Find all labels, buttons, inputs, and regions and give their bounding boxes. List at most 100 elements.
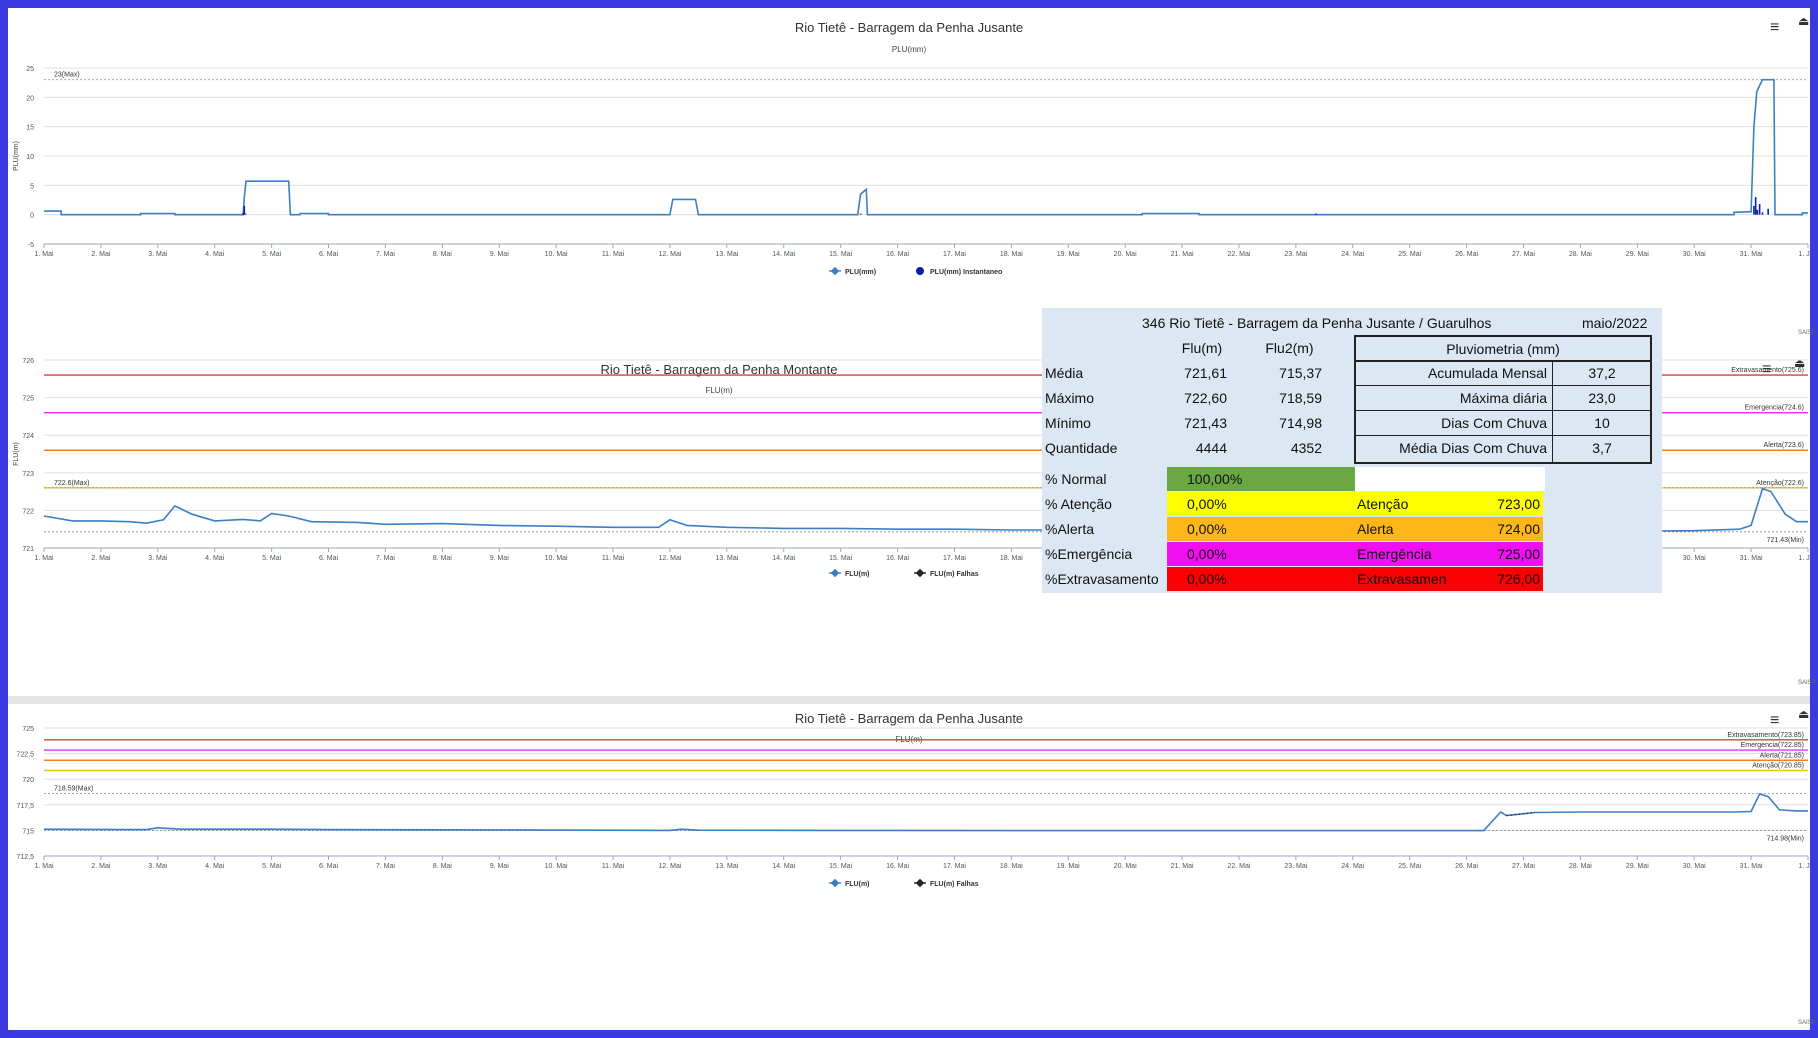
x-tick-label: 21. Mai bbox=[1171, 251, 1194, 258]
x-tick-label: 4. Mai bbox=[205, 555, 225, 562]
stats-flu2-value: 718,59 bbox=[1279, 390, 1322, 406]
x-tick-label: 13. Mai bbox=[715, 863, 738, 870]
stats-level-label: Extravasamen bbox=[1355, 567, 1543, 591]
x-tick-label: 7. Mai bbox=[376, 251, 396, 258]
stats-percent-value: 0,00% bbox=[1167, 517, 1355, 541]
x-tick-label: 6. Mai bbox=[319, 863, 339, 870]
x-tick-label: 2. Mai bbox=[91, 251, 111, 258]
x-tick-label: 17. Mai bbox=[943, 555, 966, 562]
x-tick-label: 29. Mai bbox=[1626, 863, 1649, 870]
legend-label: FLU(m) bbox=[845, 881, 870, 888]
x-tick-label: 30. Mai bbox=[1683, 251, 1706, 258]
stats-row-label: Quantidade bbox=[1045, 440, 1118, 456]
chart-subtitle: PLU(mm) bbox=[891, 45, 927, 54]
pluviometria-divider bbox=[1354, 360, 1652, 362]
panel-divider bbox=[8, 696, 1810, 704]
x-tick-label: 1. Jun bbox=[1798, 251, 1810, 258]
x-tick-label: 16. Mai bbox=[886, 555, 909, 562]
x-tick-label: 9. Mai bbox=[490, 863, 510, 870]
threshold-label: Atenção(722.6) bbox=[1756, 480, 1804, 487]
x-tick-label: 31. Mai bbox=[1740, 251, 1763, 258]
legend-label: FLU(m) bbox=[845, 571, 870, 578]
x-tick-label: 21. Mai bbox=[1171, 863, 1194, 870]
y-tick-label: 723 bbox=[22, 471, 34, 478]
legend-marker bbox=[830, 568, 840, 578]
x-tick-label: 24. Mai bbox=[1341, 251, 1364, 258]
stats-percent-label: %Emergência bbox=[1045, 546, 1133, 562]
x-tick-label: 22. Mai bbox=[1227, 863, 1250, 870]
stats-header-pluv: Pluviometria (mm) bbox=[1446, 341, 1560, 357]
export-icon[interactable]: ⏏ bbox=[1798, 707, 1810, 721]
x-tick-label: 28. Mai bbox=[1569, 863, 1592, 870]
stats-level-value: 726,00 bbox=[1497, 571, 1540, 587]
x-tick-label: 13. Mai bbox=[715, 251, 738, 258]
threshold-label: Alerta(721.85) bbox=[1760, 752, 1804, 759]
export-icon[interactable]: ⏏ bbox=[1798, 14, 1810, 28]
legend-label: FLU(m) Falhas bbox=[930, 571, 979, 578]
x-tick-label: 16. Mai bbox=[886, 251, 909, 258]
x-tick-label: 6. Mai bbox=[319, 555, 339, 562]
stats-percent-value: 0,00% bbox=[1167, 567, 1355, 591]
menu-icon[interactable]: ≡ bbox=[1770, 19, 1780, 36]
legend-marker bbox=[915, 568, 925, 578]
x-tick-label: 22. Mai bbox=[1227, 251, 1250, 258]
legend-marker bbox=[830, 266, 840, 276]
x-tick-label: 15. Mai bbox=[829, 863, 852, 870]
stats-header-flu2: Flu2(m) bbox=[1265, 340, 1314, 356]
chart-panel-jusante-flu: Rio Tietê - Barragem da Penha Jusante FL… bbox=[8, 704, 1816, 1030]
stats-pluv-label: Média Dias Com Chuva bbox=[1399, 440, 1547, 456]
x-tick-label: 1. Jun bbox=[1798, 555, 1810, 562]
x-tick-label: 11. Mai bbox=[602, 555, 625, 562]
x-tick-label: 18. Mai bbox=[1000, 863, 1023, 870]
stats-table: 346 Rio Tietê - Barragem da Penha Jusant… bbox=[1042, 308, 1662, 593]
y-tick-label: 712,5 bbox=[16, 854, 34, 861]
x-tick-label: 3. Mai bbox=[148, 863, 168, 870]
y-tick-label: 724 bbox=[22, 433, 34, 440]
x-tick-label: 24. Mai bbox=[1341, 863, 1364, 870]
stats-level-blank bbox=[1355, 467, 1545, 491]
x-tick-label: 13. Mai bbox=[715, 555, 738, 562]
legend-marker bbox=[916, 267, 924, 275]
chart-title: Rio Tietê - Barragem da Penha Jusante bbox=[794, 711, 1024, 726]
export-icon[interactable]: ⏏ bbox=[1794, 356, 1806, 370]
legend-marker bbox=[915, 878, 925, 888]
pluviometria-divider bbox=[1354, 435, 1652, 436]
x-tick-label: 2. Mai bbox=[91, 863, 111, 870]
threshold-label: Alerta(723.6) bbox=[1764, 442, 1804, 449]
stats-percent-value: 0,00% bbox=[1167, 542, 1355, 566]
y-tick-label: 722,5 bbox=[16, 752, 34, 759]
legend-label: PLU(mm) Instantaneo bbox=[930, 269, 1002, 276]
x-tick-label: 25. Mai bbox=[1398, 863, 1421, 870]
x-tick-label: 1. Mai bbox=[34, 863, 54, 870]
x-tick-label: 18. Mai bbox=[1000, 251, 1023, 258]
y-tick-label: 721 bbox=[22, 546, 34, 553]
x-tick-label: 15. Mai bbox=[829, 251, 852, 258]
x-tick-label: 30. Mai bbox=[1683, 863, 1706, 870]
stats-percent-label: % Normal bbox=[1045, 471, 1107, 487]
x-tick-label: 1. Jun bbox=[1798, 863, 1810, 870]
stats-pluv-label: Dias Com Chuva bbox=[1441, 415, 1547, 431]
x-tick-label: 10. Mai bbox=[545, 251, 568, 258]
credit-label: SAISP bbox=[1798, 680, 1816, 686]
chart-title: Rio Tietê - Barragem da Penha Jusante bbox=[794, 20, 1024, 35]
pluviometria-divider bbox=[1354, 410, 1652, 411]
stats-header-flu: Flu(m) bbox=[1181, 340, 1223, 356]
x-tick-label: 14. Mai bbox=[772, 555, 795, 562]
x-tick-label: 12. Mai bbox=[658, 863, 681, 870]
menu-icon[interactable]: ≡ bbox=[1762, 361, 1772, 378]
stats-percent-value: 0,00% bbox=[1167, 492, 1355, 516]
x-tick-label: 10. Mai bbox=[545, 555, 568, 562]
menu-icon[interactable]: ≡ bbox=[1770, 712, 1780, 729]
x-tick-label: 25. Mai bbox=[1398, 251, 1421, 258]
stats-level-label: Emergência bbox=[1355, 542, 1543, 566]
y-tick-label: 722 bbox=[22, 508, 34, 515]
stats-pluv-label: Acumulada Mensal bbox=[1427, 365, 1547, 381]
x-tick-label: 5. Mai bbox=[262, 863, 282, 870]
series-line-falhas bbox=[1506, 812, 1535, 817]
min-label: 714.98(Min) bbox=[1767, 836, 1804, 843]
stats-level-value: 724,00 bbox=[1497, 521, 1540, 537]
stats-level-value: 723,00 bbox=[1497, 496, 1540, 512]
x-tick-label: 1. Mai bbox=[34, 555, 54, 562]
x-tick-label: 9. Mai bbox=[490, 251, 510, 258]
x-tick-label: 23. Mai bbox=[1284, 863, 1307, 870]
